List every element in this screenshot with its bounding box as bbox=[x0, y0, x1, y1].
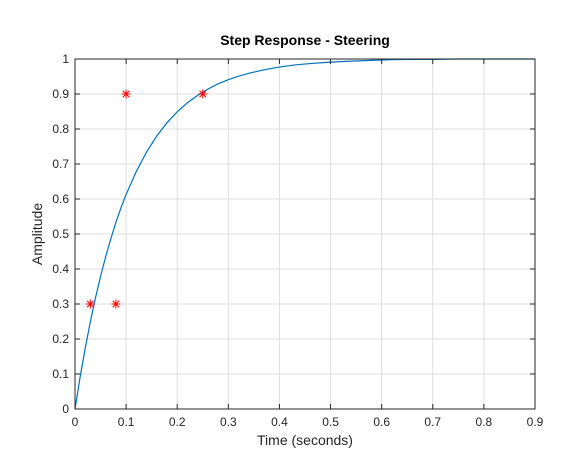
y-tick-label: 1 bbox=[62, 52, 69, 66]
asterisk-marker bbox=[198, 89, 208, 99]
x-tick-label: 0 bbox=[72, 415, 79, 429]
grid-lines bbox=[74, 58, 536, 410]
x-tick-label: 0.9 bbox=[527, 415, 544, 429]
x-tick-label: 0.8 bbox=[476, 415, 493, 429]
asterisk-marker bbox=[111, 299, 121, 309]
x-axis-label: Time (seconds) bbox=[257, 432, 353, 448]
y-tick-label: 0.5 bbox=[52, 227, 69, 241]
y-tick-label: 0.4 bbox=[52, 262, 69, 276]
axis-ticks: 0 0.1 0.2 0.3 0.4 0.5 0.6 0.7 0.8 0.9 0 0.1 0.2 0.3 0.… bbox=[52, 52, 543, 429]
y-tick-label: 0.2 bbox=[52, 332, 69, 346]
x-tick-label: 0.5 bbox=[322, 415, 339, 429]
y-tick-label: 0.1 bbox=[52, 367, 69, 381]
asterisk-marker bbox=[85, 299, 95, 309]
x-tick-label: 0.6 bbox=[373, 415, 390, 429]
plot-area bbox=[74, 58, 535, 410]
y-tick-label: 0.8 bbox=[52, 122, 69, 136]
y-tick-label: 0.7 bbox=[52, 157, 69, 171]
x-tick-label: 0.1 bbox=[118, 415, 135, 429]
y-axis-label: Amplitude bbox=[29, 203, 45, 265]
chart-title: Step Response - Steering bbox=[220, 32, 390, 48]
y-tick-label: 0 bbox=[62, 402, 69, 416]
y-tick-label: 0.3 bbox=[52, 297, 69, 311]
y-tick-label: 0.6 bbox=[52, 192, 69, 206]
y-tick-label: 0.9 bbox=[52, 87, 69, 101]
x-tick-label: 0.3 bbox=[220, 415, 237, 429]
x-tick-label: 0.4 bbox=[271, 415, 288, 429]
asterisk-marker bbox=[121, 89, 131, 99]
step-response-line bbox=[74, 58, 535, 410]
x-tick-label: 0.2 bbox=[169, 415, 186, 429]
x-tick-label: 0.7 bbox=[424, 415, 441, 429]
